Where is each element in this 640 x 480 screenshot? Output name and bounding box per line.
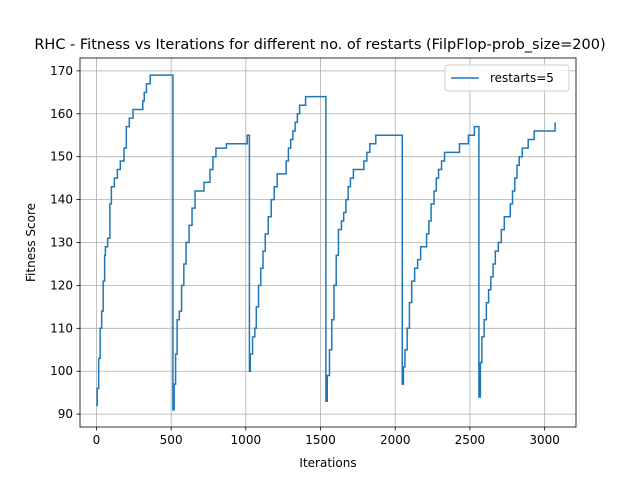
legend-label: restarts=5 [490,71,554,85]
x-tick-label: 500 [160,433,183,447]
series-line-restarts-5 [96,74,556,411]
chart-title: RHC - Fitness vs Iterations for differen… [34,37,605,53]
y-tick-label: 100 [50,364,73,378]
y-axis-label: Fitness Score [24,203,38,282]
y-tick-label: 110 [50,321,73,335]
legend-box [444,64,570,92]
x-tick-label: 2500 [455,433,486,447]
ticks: 0 500 1000 1500 2000 2500 3000 90 100 110 120 130 14… [50,64,560,447]
series-layer [96,74,556,411]
x-axis-label: Iterations [299,456,356,470]
y-tick-label: 160 [50,107,73,121]
grid [80,58,576,427]
y-tick-label: 120 [50,278,73,292]
y-tick-label: 130 [50,236,73,250]
legend: restarts=5 [444,64,570,92]
x-tick-label: 3000 [529,433,560,447]
y-tick-label: 150 [50,150,73,164]
x-tick-label: 1000 [231,433,262,447]
x-tick-label: 2000 [380,433,411,447]
y-tick-label: 140 [50,193,73,207]
x-tick-label: 0 [93,433,101,447]
y-tick-label: 170 [50,64,73,78]
y-tick-label: 90 [58,407,73,421]
x-tick-label: 1500 [305,433,336,447]
